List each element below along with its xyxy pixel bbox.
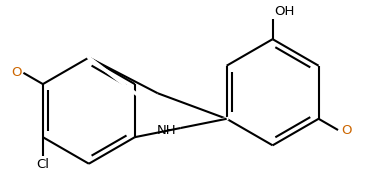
Text: OH: OH [275, 5, 295, 18]
Text: O: O [11, 66, 21, 79]
Text: NH: NH [157, 124, 176, 137]
Text: O: O [341, 124, 352, 137]
Text: Cl: Cl [36, 158, 50, 171]
